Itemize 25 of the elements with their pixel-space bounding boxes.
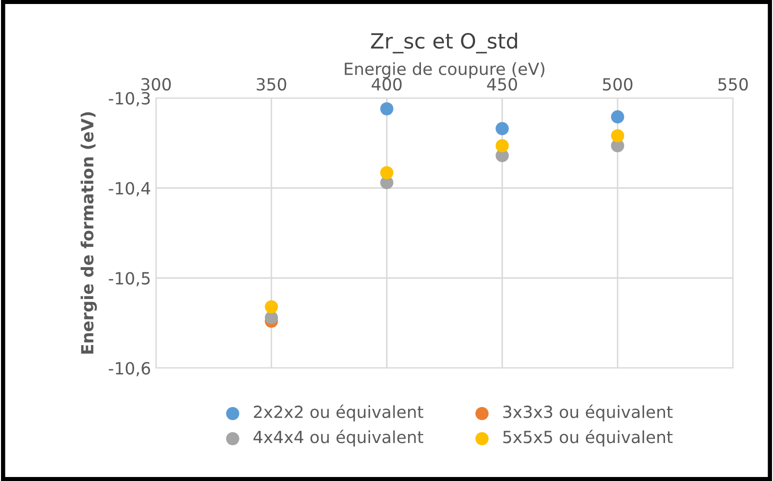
y-tick-label: -10,5	[108, 272, 150, 286]
point	[611, 110, 624, 124]
x-tick-label: 300	[141, 78, 171, 91]
x-tick-label: 350	[256, 78, 286, 91]
legend-label: 5x5x5 ou équivalent	[503, 430, 673, 447]
legend-label: 4x4x4 ou équivalent	[253, 430, 424, 447]
point	[264, 300, 278, 314]
x-axis-title: Energie de coupure (eV)	[344, 62, 544, 78]
y-tick-label: -10,6	[108, 362, 150, 376]
legend-label: 3x3x3 ou équivalent	[503, 404, 673, 422]
point	[380, 102, 394, 116]
point	[496, 139, 509, 152]
x-tick-label: 500	[602, 78, 632, 91]
y-tick-label: -10,3	[108, 92, 150, 106]
chart-title: Zr_sc et O_std	[371, 32, 518, 54]
legend-label: 2x2x2 ou équivalent	[254, 404, 424, 422]
x-tick-label: 400	[372, 78, 402, 91]
point	[496, 122, 509, 136]
x-tick-label: 450	[487, 78, 517, 91]
point	[264, 311, 278, 324]
point	[380, 166, 394, 180]
point	[611, 129, 624, 142]
y-axis-title: Energie de formation (eV)	[80, 112, 97, 354]
x-tick-label: 550	[718, 78, 748, 91]
y-tick-label: -10,4	[108, 182, 150, 196]
